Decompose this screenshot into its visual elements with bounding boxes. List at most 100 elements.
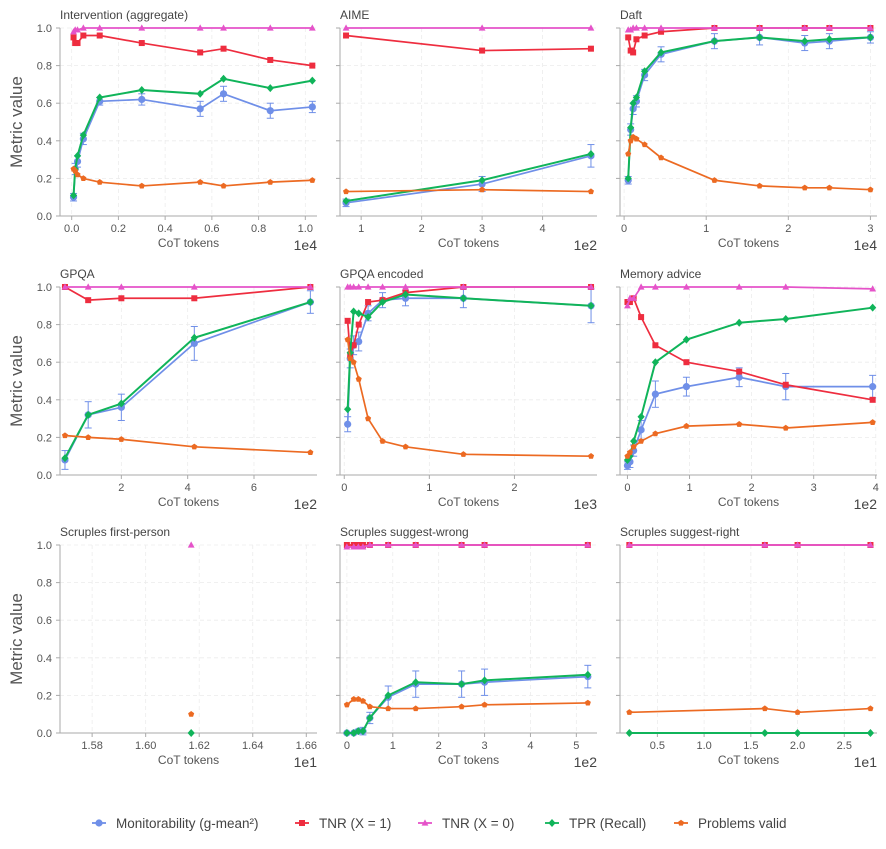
data-point-tpr xyxy=(354,727,362,736)
series-line-valid xyxy=(346,188,591,193)
data-point-monitorability xyxy=(308,103,316,111)
x-axis-multiplier: 1e3 xyxy=(574,496,598,512)
series-line-tpr xyxy=(346,293,592,410)
data-point-tpr xyxy=(637,412,645,421)
data-point-tpr xyxy=(755,33,764,42)
series-valid xyxy=(625,133,874,193)
x-tick-label: 0.4 xyxy=(157,223,172,235)
data-point-monitorability xyxy=(196,105,204,113)
panel-3: 0 1 2 3 Daft CoT tokens 1e4 xyxy=(616,8,877,253)
legend-label: Problems valid xyxy=(698,816,787,831)
data-point-tnr0 xyxy=(379,283,386,290)
series-tpr xyxy=(187,729,195,737)
data-point-tnr0 xyxy=(869,285,877,292)
data-point-monitorability xyxy=(190,339,198,347)
series-tnr0 xyxy=(61,283,314,290)
x-tick-label: 2 xyxy=(419,223,425,235)
x-tick-label: 0.0 xyxy=(64,223,79,235)
legend-entry-monitorability: Monitorability (g-mean²) xyxy=(92,816,259,831)
data-point-tpr xyxy=(627,123,635,132)
data-point-tnr0 xyxy=(478,24,486,31)
data-point-tnr1 xyxy=(344,317,351,324)
data-point-tnr1 xyxy=(683,359,690,366)
data-point-valid xyxy=(638,437,645,444)
data-point-valid xyxy=(412,705,419,712)
data-point-tnr0 xyxy=(761,541,769,548)
x-tick-label: 2 xyxy=(436,740,442,752)
x-tick-label: 2.5 xyxy=(837,740,852,752)
x-tick-label: 4 xyxy=(527,740,533,752)
data-point-valid xyxy=(658,154,665,161)
panel-6: 0 1 2 3 4 Memory advice CoT tokens 1e2 xyxy=(616,267,879,512)
data-point-monitorability xyxy=(266,107,274,115)
data-point-tpr xyxy=(138,86,146,95)
legend-label: TNR (X = 0) xyxy=(442,816,514,831)
data-point-valid xyxy=(96,178,103,185)
data-point-tpr xyxy=(657,48,665,57)
data-point-tnr0 xyxy=(458,541,466,548)
data-point-tnr1 xyxy=(220,45,227,52)
data-point-tpr xyxy=(651,358,659,367)
data-point-tpr xyxy=(793,729,802,737)
data-point-tpr xyxy=(343,729,351,737)
y-tick-label: 0.4 xyxy=(37,395,52,407)
series-tpr xyxy=(625,729,875,737)
series-line-tnr0 xyxy=(346,544,588,548)
data-point-valid xyxy=(626,709,633,715)
data-point-valid xyxy=(683,422,690,429)
series-tnr0 xyxy=(342,24,595,31)
series-line-tpr xyxy=(72,77,313,196)
data-point-tnr1 xyxy=(626,299,633,306)
series-monitorability xyxy=(342,144,595,208)
y-tick-label: 1.0 xyxy=(37,23,52,35)
data-point-tnr0 xyxy=(641,24,649,31)
x-axis-multiplier: 1e4 xyxy=(854,237,878,253)
series-tpr xyxy=(344,290,595,414)
data-point-tpr xyxy=(869,303,877,312)
data-point-valid xyxy=(72,167,79,174)
data-point-tnr0 xyxy=(633,24,640,31)
data-point-tnr0 xyxy=(354,543,362,550)
legend-marker xyxy=(299,820,305,826)
data-point-tpr xyxy=(196,89,204,98)
x-tick-label: 1.62 xyxy=(188,740,209,752)
x-tick-label: 2.0 xyxy=(790,740,805,752)
data-point-tpr xyxy=(69,191,78,200)
data-point-tnr0 xyxy=(867,541,874,548)
data-point-valid xyxy=(188,711,195,717)
panel-title: Scruples suggest-right xyxy=(620,525,740,539)
data-point-tnr1 xyxy=(638,314,645,321)
x-tick-label: 3 xyxy=(811,482,817,494)
x-tick-label: 1.0 xyxy=(298,223,313,235)
series-line-tnr1 xyxy=(627,296,873,401)
data-point-tnr0 xyxy=(79,24,87,31)
legend-marker xyxy=(95,819,103,827)
data-point-tnr0 xyxy=(625,541,633,548)
series-line-tpr xyxy=(627,36,871,179)
data-point-tnr1 xyxy=(641,32,648,39)
data-point-valid xyxy=(761,705,768,712)
series-tpr xyxy=(343,670,592,737)
data-point-tpr xyxy=(459,294,467,303)
panel-title: Scruples first-person xyxy=(60,525,170,539)
panel-9: 0.5 1.0 1.5 2.0 2.5 Scruples suggest-right CoT… xyxy=(616,525,877,770)
data-point-valid xyxy=(625,150,632,157)
data-point-monitorability xyxy=(219,90,228,98)
series-line-tnr1 xyxy=(72,34,313,67)
data-point-tpr xyxy=(625,729,633,737)
data-point-valid xyxy=(350,695,357,702)
data-point-tpr xyxy=(801,37,809,46)
series-valid xyxy=(343,695,591,712)
data-point-tnr1 xyxy=(355,321,362,328)
data-point-tpr xyxy=(350,729,358,737)
data-point-tnr1 xyxy=(191,295,198,302)
series-tnr1 xyxy=(343,32,594,54)
y-tick-label: 1.0 xyxy=(37,282,52,294)
data-point-tpr xyxy=(584,670,592,679)
x-axis-label: CoT tokens xyxy=(438,495,499,509)
data-point-tnr0 xyxy=(624,302,631,309)
data-point-valid xyxy=(220,182,227,189)
data-point-valid xyxy=(80,175,87,181)
panel-title: Daft xyxy=(620,8,643,22)
x-axis-label: CoT tokens xyxy=(438,753,499,767)
